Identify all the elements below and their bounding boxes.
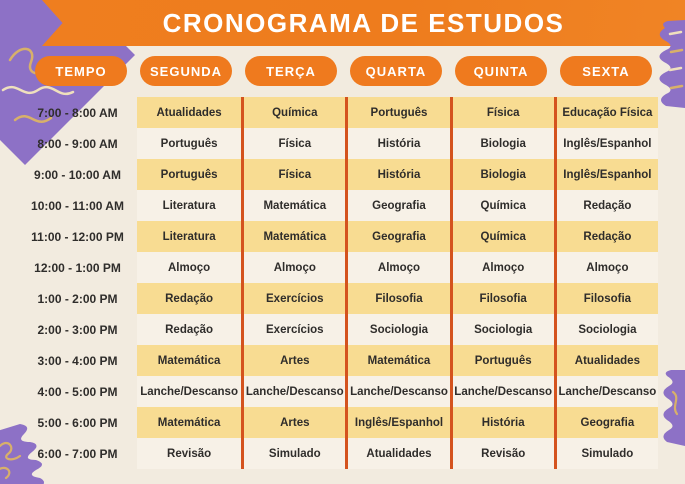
time-slot: 6:00 - 7:00 PM — [37, 446, 118, 461]
time-slot: 1:00 - 2:00 PM — [37, 291, 118, 306]
schedule-cell: Filosofia — [553, 283, 658, 314]
time-slot: 5:00 - 6:00 PM — [37, 415, 118, 430]
schedule-cell: Química — [449, 190, 554, 221]
schedule-cell: Literatura — [137, 221, 242, 252]
column-header-quinta: QUINTA — [455, 56, 547, 86]
schedule-cell: História — [345, 128, 450, 159]
column-header-tempo: TEMPO — [35, 56, 127, 86]
time-slot: 12:00 - 1:00 PM — [34, 260, 121, 275]
column-header-segunda: SEGUNDA — [140, 56, 232, 86]
column-header-terca: TERÇA — [245, 56, 337, 86]
schedule-cell: Redação — [137, 314, 242, 345]
schedule-cell: Português — [137, 128, 242, 159]
time-slot: 8:00 - 9:00 AM — [37, 136, 118, 151]
schedule-cell: Inglês/Espanhol — [553, 128, 658, 159]
schedule-cell: Atualidades — [345, 438, 450, 469]
schedule-cell: Artes — [241, 345, 346, 376]
schedule-cell: Atualidades — [137, 97, 242, 128]
time-slot: 3:00 - 4:00 PM — [37, 353, 118, 368]
schedule-cell: Literatura — [137, 190, 242, 221]
column-header-row: TEMPO SEGUNDA TERÇA QUARTA QUINTA SEXTA — [35, 56, 652, 86]
schedule-cell: Filosofia — [345, 283, 450, 314]
schedule-cell: Lanche/Descanso — [345, 376, 450, 407]
schedule-cell: Geografia — [553, 407, 658, 438]
page-title: CRONOGRAMA DE ESTUDOS — [162, 8, 565, 38]
schedule-cell: História — [449, 407, 554, 438]
schedule-cell: Matemática — [137, 345, 242, 376]
schedule-cell: Redação — [553, 221, 658, 252]
schedule-cell: Português — [449, 345, 554, 376]
schedule-cell: Educação Física — [553, 97, 658, 128]
schedule-cell: Inglês/Espanhol — [345, 407, 450, 438]
schedule-cell: Almoço — [241, 252, 346, 283]
schedule-cell: Matemática — [137, 407, 242, 438]
schedule-cell: Física — [449, 97, 554, 128]
schedule-cell: Sociologia — [345, 314, 450, 345]
schedule-cell: Redação — [137, 283, 242, 314]
schedule-cell: Biologia — [449, 159, 554, 190]
schedule-cell: Revisão — [449, 438, 554, 469]
schedule-cell: Química — [449, 221, 554, 252]
schedule-cell: Inglês/Espanhol — [553, 159, 658, 190]
schedule-cell: Exercícios — [241, 314, 346, 345]
schedule-cell: Matemática — [345, 345, 450, 376]
schedule-cell: Lanche/Descanso — [553, 376, 658, 407]
schedule-cell: Física — [241, 128, 346, 159]
schedule-cell: Português — [137, 159, 242, 190]
time-slot: 2:00 - 3:00 PM — [37, 322, 118, 337]
schedule-cell: Lanche/Descanso — [449, 376, 554, 407]
schedule-cell: Almoço — [137, 252, 242, 283]
time-slot: 9:00 - 10:00 AM — [34, 167, 121, 182]
schedule-cell: Português — [345, 97, 450, 128]
time-slot: 10:00 - 11:00 AM — [31, 198, 124, 213]
schedule-cell: Exercícios — [241, 283, 346, 314]
schedule-cell: Matemática — [241, 221, 346, 252]
schedule-cell: Sociologia — [449, 314, 554, 345]
schedule-cell: Artes — [241, 407, 346, 438]
time-slot: 4:00 - 5:00 PM — [37, 384, 118, 399]
schedule-cell: Almoço — [449, 252, 554, 283]
schedule-cell: Filosofia — [449, 283, 554, 314]
schedule-cell: Matemática — [241, 190, 346, 221]
schedule-cell: Física — [241, 159, 346, 190]
time-slot: 11:00 - 12:00 PM — [31, 229, 124, 244]
schedule-cell: Sociologia — [553, 314, 658, 345]
schedule-cell: Almoço — [345, 252, 450, 283]
schedule-cell: Simulado — [241, 438, 346, 469]
column-header-sexta: SEXTA — [560, 56, 652, 86]
schedule-cell: Lanche/Descanso — [241, 376, 346, 407]
column-header-quarta: QUARTA — [350, 56, 442, 86]
torn-paper-icon — [663, 370, 685, 446]
schedule-cell: Simulado — [553, 438, 658, 469]
time-slot: 7:00 - 8:00 AM — [37, 105, 118, 120]
schedule-cell: Geografia — [345, 190, 450, 221]
schedule-cell: Redação — [553, 190, 658, 221]
schedule-cell: Química — [241, 97, 346, 128]
schedule-cell: História — [345, 159, 450, 190]
schedule-cell: Atualidades — [553, 345, 658, 376]
header-banner: CRONOGRAMA DE ESTUDOS — [42, 0, 685, 46]
schedule-cell: Biologia — [449, 128, 554, 159]
schedule-cell: Almoço — [553, 252, 658, 283]
schedule-cell: Lanche/Descanso — [137, 376, 242, 407]
schedule-cell: Geografia — [345, 221, 450, 252]
schedule-cell: Revisão — [137, 438, 242, 469]
schedule-table: 7:00 - 8:00 AM Atualidades Química Portuguê… — [18, 97, 658, 469]
